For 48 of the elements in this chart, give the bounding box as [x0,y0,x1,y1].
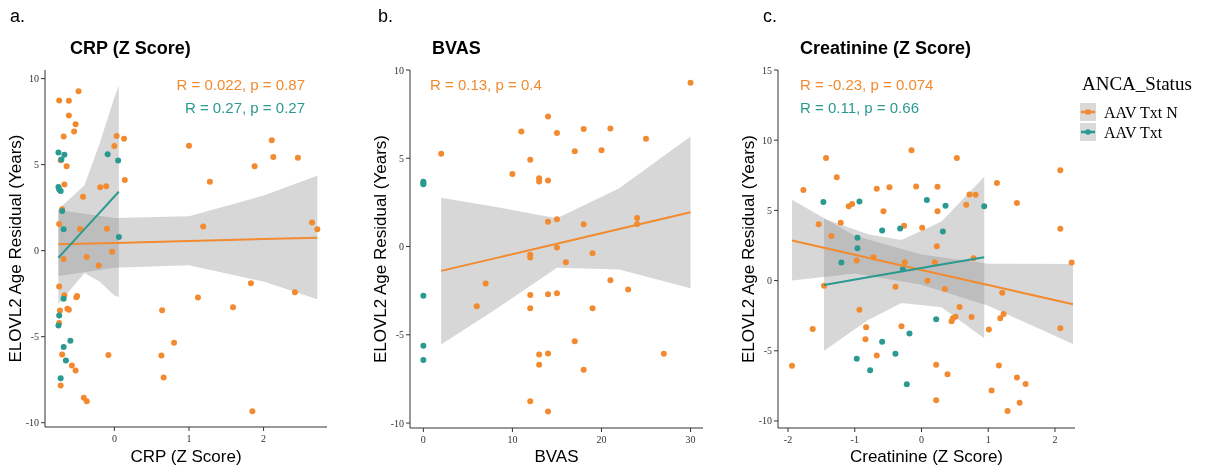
y-axis-title: ELOVL2 Age Residual (Years) [739,134,758,364]
legend-label: AAV Txt [1104,123,1163,141]
y-tick-label: -10 [390,417,404,429]
y-tick-label: -5 [395,329,404,341]
y-tick-label: 5 [34,159,39,171]
y-tick-label: 0 [34,245,39,257]
x-axis-title: BVAS [534,447,579,466]
y-tick-label: 10 [762,134,772,146]
x-tick-label: 0 [918,434,924,445]
x-tick-label: 20 [596,434,607,445]
x-tick-label: 0 [111,433,117,444]
x-tick-label: 30 [685,434,696,445]
chart-title: BVAS [432,38,481,58]
annotation: R = 0.11, p = 0.66 [800,99,919,116]
y-axis-title: ELOVL2 Age Residual (Years) [371,134,390,364]
annotation: R = 0.022, p = 0.87 [176,76,305,93]
x-tick-label: -1 [850,434,859,445]
y-tick-label: 5 [767,204,772,216]
y-tick-label: -5 [763,345,772,357]
y-tick-label: 10 [29,73,39,85]
x-tick-label: 0 [420,434,426,445]
annotation: R = 0.27, p = 0.27 [184,99,305,116]
chart-subtitle: a. [10,6,26,26]
x-tick-label: 10 [507,434,518,445]
y-tick-label: 10 [394,64,404,76]
chart-subtitle: b. [378,6,394,26]
x-axis-title: CRP (Z Score) [130,447,242,466]
y-tick-label: 0 [767,275,772,287]
annotation: R = -0.23, p = 0.074 [800,76,934,93]
chart-title: Creatinine (Z Score) [800,38,972,58]
x-tick-label: 1 [985,434,991,445]
annotation: R = 0.13, p = 0.4 [430,76,542,93]
y-tick-label: 15 [762,64,772,76]
chart-subtitle: c. [763,6,778,26]
x-tick-label: -2 [783,434,793,445]
y-tick-label: -10 [758,415,772,427]
y-tick-label: 5 [399,152,404,164]
x-axis-title: Creatinine (Z Score) [849,447,1004,466]
x-tick-label: 1 [186,433,192,444]
x-tick-label: 2 [261,433,267,444]
y-tick-label: 0 [399,241,404,253]
x-tick-label: 2 [1052,434,1058,445]
y-tick-label: -10 [25,417,39,429]
legend-label: AAV Txt N [1104,103,1179,121]
chart-title: CRP (Z Score) [70,38,191,58]
y-axis-title: ELOVL2 Age Residual (Years) [6,134,25,363]
y-tick-label: -5 [30,331,39,343]
legend-title: ANCA_Status [1082,73,1192,94]
